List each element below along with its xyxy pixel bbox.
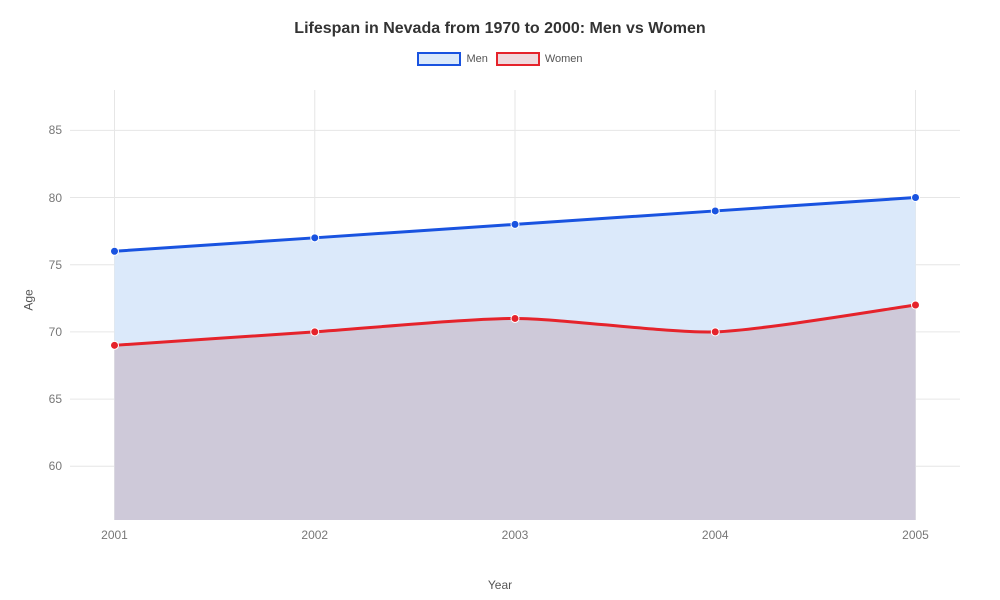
legend-item-men: Men: [417, 52, 487, 66]
x-tick: 2005: [902, 528, 929, 542]
marker-men: [511, 220, 519, 228]
plot-svg: [70, 90, 960, 520]
y-tick: 80: [49, 191, 62, 205]
legend-label-men: Men: [466, 53, 487, 65]
legend-item-women: Women: [496, 52, 583, 66]
y-axis-label: Age: [22, 289, 36, 310]
legend-label-women: Women: [545, 53, 583, 65]
marker-women: [912, 301, 920, 309]
y-tick: 85: [49, 123, 62, 137]
legend: Men Women: [0, 52, 1000, 66]
x-tick: 2004: [702, 528, 729, 542]
marker-men: [711, 207, 719, 215]
marker-women: [111, 341, 119, 349]
marker-men: [311, 234, 319, 242]
x-tick: 2001: [101, 528, 128, 542]
plot-area: 60657075808520012002200320042005: [70, 90, 960, 520]
legend-swatch-men: [417, 52, 461, 66]
marker-men: [111, 247, 119, 255]
y-tick: 70: [49, 325, 62, 339]
y-tick: 60: [49, 459, 62, 473]
y-tick: 65: [49, 392, 62, 406]
marker-men: [912, 194, 920, 202]
marker-women: [511, 314, 519, 322]
x-axis-label: Year: [0, 578, 1000, 592]
marker-women: [711, 328, 719, 336]
legend-swatch-women: [496, 52, 540, 66]
chart-title: Lifespan in Nevada from 1970 to 2000: Me…: [0, 0, 1000, 38]
chart-container: Lifespan in Nevada from 1970 to 2000: Me…: [0, 0, 1000, 600]
x-tick: 2003: [502, 528, 529, 542]
marker-women: [311, 328, 319, 336]
y-tick: 75: [49, 258, 62, 272]
x-tick: 2002: [301, 528, 328, 542]
